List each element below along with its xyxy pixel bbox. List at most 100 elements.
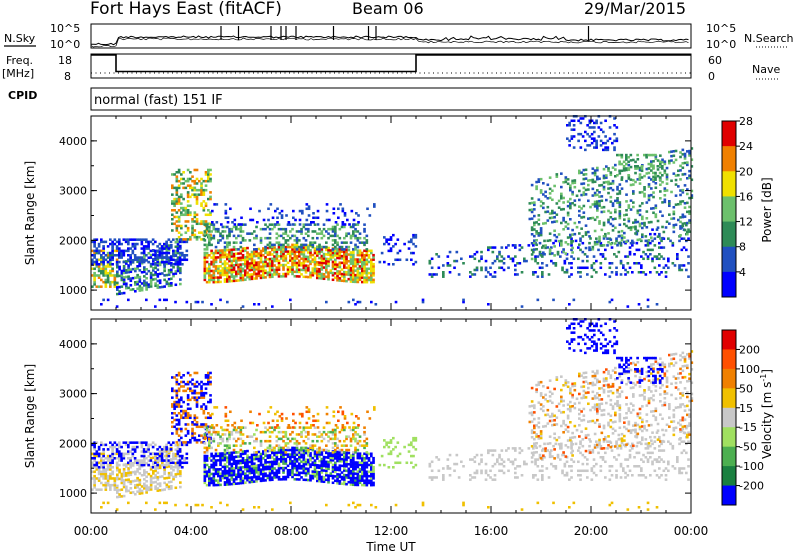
power-cell bbox=[193, 179, 197, 183]
power-cell bbox=[228, 234, 231, 238]
nave-point bbox=[541, 72, 542, 74]
power-cell bbox=[239, 234, 243, 238]
power-cell bbox=[347, 248, 351, 252]
velocity-cell bbox=[320, 480, 324, 483]
power-cell bbox=[217, 267, 220, 270]
power-cell bbox=[356, 274, 360, 277]
power-cell bbox=[122, 269, 126, 272]
velocity-cell bbox=[152, 476, 155, 480]
power-cell bbox=[645, 201, 649, 204]
power-cell bbox=[636, 167, 639, 170]
velocity-cell bbox=[195, 391, 199, 395]
power-cell bbox=[239, 265, 243, 269]
power-cell bbox=[396, 238, 400, 241]
power-cell bbox=[174, 261, 178, 264]
power-cell bbox=[100, 256, 103, 259]
velocity-cell bbox=[338, 473, 342, 476]
power-cell bbox=[392, 233, 395, 237]
velocity-cell bbox=[309, 465, 312, 469]
power-cell bbox=[223, 253, 227, 257]
power-cell bbox=[131, 260, 135, 264]
power-cell bbox=[478, 259, 481, 263]
velocity-cell bbox=[334, 450, 337, 453]
nave-point bbox=[460, 72, 461, 74]
freq-tick-low: 8 bbox=[64, 70, 71, 83]
power-cell bbox=[195, 218, 199, 221]
power-cell bbox=[138, 278, 142, 281]
power-cell bbox=[668, 150, 671, 154]
velocity-cell bbox=[140, 459, 144, 462]
power-cell bbox=[358, 241, 362, 244]
power-cell bbox=[120, 292, 124, 295]
power-cell bbox=[217, 227, 220, 231]
power-cell bbox=[241, 254, 245, 257]
power-cell bbox=[208, 263, 211, 266]
power-cell bbox=[606, 148, 610, 152]
power-cell bbox=[97, 267, 101, 271]
velocity-cell bbox=[129, 487, 133, 490]
nave-point bbox=[640, 72, 641, 74]
power-cell bbox=[589, 205, 592, 209]
power-cell bbox=[298, 255, 301, 258]
power-cell bbox=[604, 146, 607, 149]
velocity-cell bbox=[154, 487, 157, 491]
power-cell bbox=[365, 276, 369, 279]
velocity-cell bbox=[325, 478, 328, 482]
power-cell bbox=[207, 177, 210, 181]
velocity-cell bbox=[293, 448, 297, 452]
power-cell bbox=[370, 260, 373, 264]
power-cell bbox=[205, 269, 209, 273]
power-cell bbox=[331, 249, 335, 252]
power-cell bbox=[250, 268, 254, 272]
power-cell bbox=[295, 257, 299, 260]
power-cell bbox=[267, 218, 270, 222]
power-cell bbox=[302, 264, 306, 267]
power-cell bbox=[212, 251, 216, 255]
velocity-cell bbox=[336, 475, 339, 478]
power-cell bbox=[221, 273, 225, 277]
velocity-cell bbox=[195, 396, 199, 399]
power-cell bbox=[638, 166, 642, 170]
velocity-cell bbox=[109, 486, 112, 489]
velocity-cell bbox=[125, 472, 128, 475]
power-cell bbox=[185, 249, 189, 253]
power-cell bbox=[286, 239, 290, 242]
power-cell bbox=[200, 182, 203, 185]
power-cell bbox=[293, 245, 297, 249]
power-cell bbox=[256, 221, 259, 224]
velocity-cell bbox=[336, 466, 339, 469]
velocity-cell bbox=[131, 452, 135, 456]
power-cell bbox=[670, 217, 673, 221]
power-cell bbox=[389, 247, 393, 250]
power-cell bbox=[354, 273, 357, 277]
velocity-cell bbox=[198, 425, 201, 429]
power-cell bbox=[246, 260, 249, 263]
power-cell bbox=[221, 251, 225, 254]
power-cell bbox=[275, 236, 279, 240]
power-cell bbox=[634, 171, 637, 175]
velocity-cell bbox=[286, 464, 290, 468]
nave-point bbox=[122, 72, 124, 74]
power-cell bbox=[136, 276, 139, 279]
velocity-cell bbox=[204, 416, 208, 420]
power-cell bbox=[165, 240, 168, 244]
power-cell bbox=[176, 242, 180, 246]
velocity-cell bbox=[298, 471, 301, 475]
power-cell bbox=[320, 272, 324, 276]
velocity-cell bbox=[111, 452, 114, 456]
power-cell bbox=[111, 247, 114, 250]
velocity-cell bbox=[104, 481, 108, 485]
power-cell bbox=[113, 242, 117, 246]
power-cell bbox=[307, 248, 310, 251]
velocity-cell bbox=[316, 464, 319, 467]
velocity-cell bbox=[173, 418, 176, 422]
power-cell bbox=[668, 159, 671, 163]
power-cell bbox=[262, 260, 265, 264]
power-cell bbox=[255, 268, 258, 271]
power-cell bbox=[138, 287, 142, 290]
velocity-cell bbox=[170, 467, 173, 470]
power-cell bbox=[593, 240, 597, 244]
power-cell bbox=[361, 269, 364, 273]
velocity-cell bbox=[204, 374, 208, 377]
power-cell bbox=[672, 210, 676, 214]
